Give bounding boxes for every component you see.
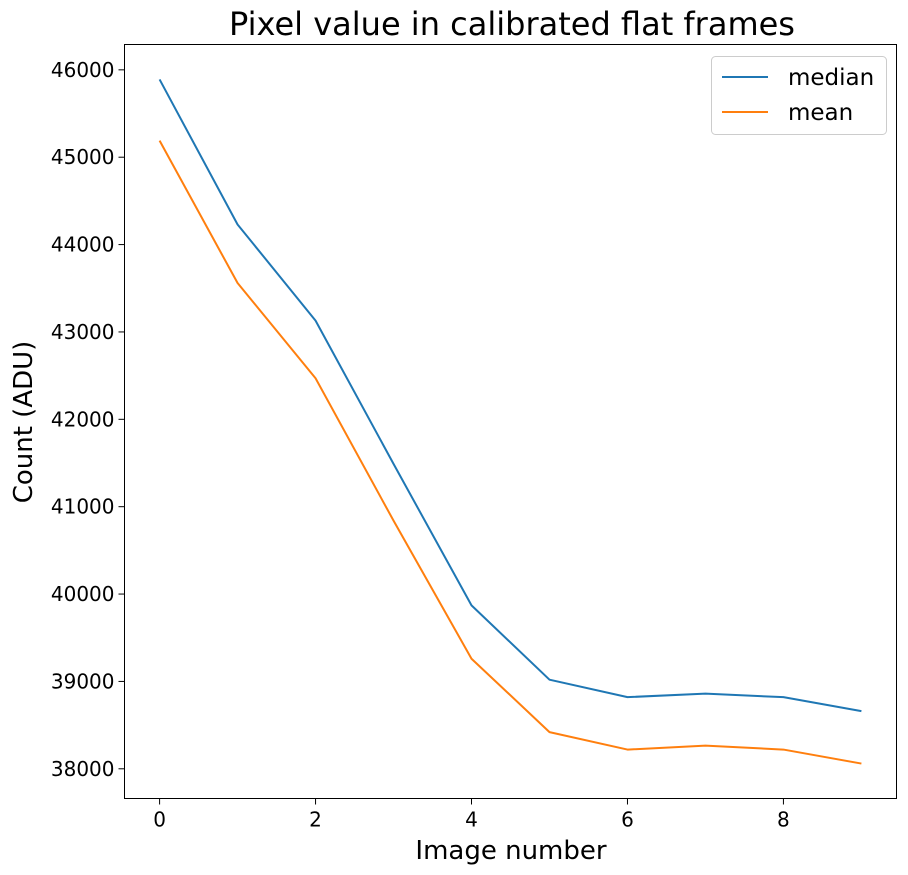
series-line-mean <box>158 140 862 765</box>
series-line-median <box>158 78 862 713</box>
x-tick-label: 8 <box>777 808 790 832</box>
y-tick-label: 40000 <box>51 582 115 606</box>
y-axis-label: Count (ADU) <box>9 341 39 504</box>
y-tick-label: 43000 <box>51 320 115 344</box>
axes-frame <box>124 44 897 799</box>
chart-title: Pixel value in calibrated flat frames <box>229 5 795 43</box>
x-tick-label: 4 <box>465 808 478 832</box>
y-tick-label: 44000 <box>51 233 115 257</box>
y-tick-label: 39000 <box>51 669 115 693</box>
y-axis-ticks: 38000 39000 40000 41000 42000 43000 44000 45000… <box>51 58 125 781</box>
plot-area <box>158 78 862 765</box>
x-tick-label: 6 <box>621 808 634 832</box>
y-tick-label: 42000 <box>51 407 115 431</box>
legend-label-median: median <box>788 65 874 91</box>
legend-label-mean: mean <box>788 100 853 126</box>
x-axis-label: Image number <box>415 836 606 866</box>
x-tick-label: 0 <box>153 808 166 832</box>
y-tick-label: 38000 <box>51 757 115 781</box>
y-tick-label: 45000 <box>51 145 115 169</box>
x-tick-label: 2 <box>309 808 322 832</box>
legend: median mean <box>711 56 887 135</box>
x-axis-ticks: 0 2 4 6 8 <box>153 798 790 832</box>
y-tick-label: 46000 <box>51 58 115 82</box>
y-tick-label: 41000 <box>51 495 115 519</box>
